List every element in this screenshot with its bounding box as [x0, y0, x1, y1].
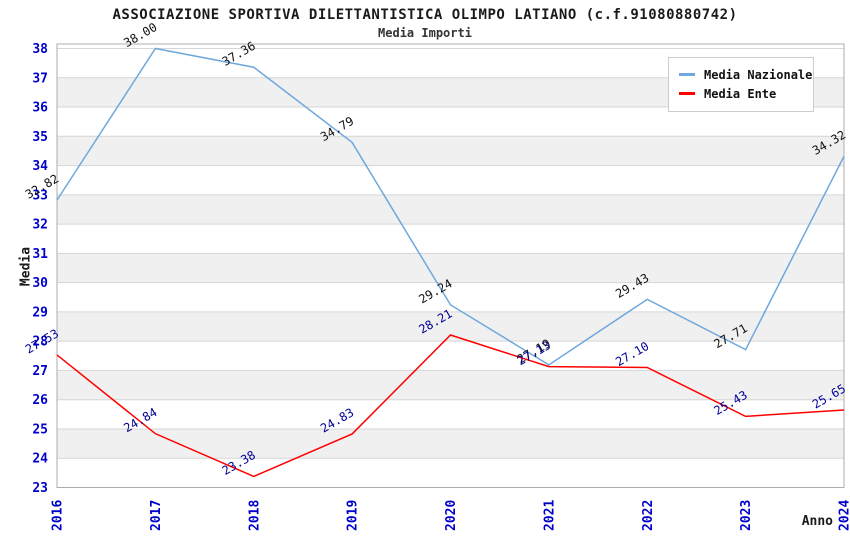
- y-tick-label: 28: [32, 335, 48, 350]
- y-axis-label: Media: [18, 246, 34, 287]
- background-band: [57, 224, 844, 254]
- x-tick-label: 2024: [838, 500, 850, 531]
- chart-subtitle: Media Importi: [378, 26, 472, 40]
- background-band: [57, 341, 844, 371]
- y-tick-label: 29: [32, 305, 48, 320]
- legend: Media Nazionale Media Ente: [668, 57, 814, 112]
- y-tick-label: 32: [32, 218, 48, 233]
- x-tick-label: 2021: [542, 500, 557, 531]
- point-label-0: 38.00: [121, 20, 159, 50]
- background-band: [57, 136, 844, 166]
- y-tick-label: 31: [32, 247, 48, 262]
- background-band: [57, 165, 844, 195]
- y-tick-label: 38: [32, 42, 48, 57]
- series-line-1: [56, 334, 845, 478]
- y-tick-label: 30: [32, 276, 48, 291]
- y-tick-label: 37: [32, 71, 48, 86]
- legend-swatch-ente: [679, 92, 695, 95]
- legend-item-media-ente: Media Ente: [679, 84, 803, 103]
- background-band: [57, 399, 844, 429]
- legend-label-ente: Media Ente: [704, 86, 777, 101]
- background-band: [57, 458, 844, 488]
- x-tick-label: 2017: [149, 500, 164, 531]
- background-band: [57, 428, 844, 459]
- x-axis-label: Anno: [801, 514, 833, 529]
- x-tick-label: 2016: [51, 500, 66, 531]
- y-tick-label: 33: [32, 188, 48, 203]
- background-band: [57, 194, 844, 225]
- y-tick-label: 26: [32, 393, 48, 408]
- y-tick-label: 34: [32, 159, 48, 174]
- chart-title: ASSOCIAZIONE SPORTIVA DILETTANTISTICA OL…: [112, 7, 738, 23]
- background-band: [57, 282, 844, 312]
- series-line-0: [56, 47, 845, 366]
- y-tick-label: 24: [32, 452, 48, 467]
- background-band: [57, 253, 844, 283]
- plot-border: [56, 43, 845, 488]
- y-tick-label: 36: [32, 101, 48, 116]
- y-tick-label: 27: [32, 364, 48, 379]
- legend-item-media-nazionale: Media Nazionale: [679, 65, 812, 84]
- y-tick-label: 23: [32, 481, 48, 496]
- x-tick-label: 2023: [739, 500, 754, 531]
- background-band: [57, 311, 844, 342]
- legend-label-nazionale: Media Nazionale: [704, 67, 813, 82]
- point-label-1: 27.53: [23, 326, 61, 356]
- y-tick-label: 25: [32, 422, 48, 437]
- y-tick-label: 35: [32, 130, 48, 145]
- x-tick-label: 2020: [444, 500, 459, 531]
- x-tick-label: 2019: [346, 500, 361, 531]
- legend-swatch-nazionale: [679, 73, 695, 76]
- x-tick-label: 2022: [641, 500, 656, 531]
- background-band: [57, 370, 844, 400]
- x-tick-label: 2018: [247, 500, 262, 531]
